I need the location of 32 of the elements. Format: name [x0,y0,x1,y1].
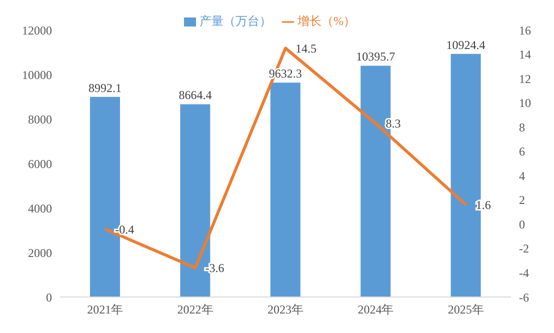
x-tick-label: 2024年 [358,302,394,317]
y2-tick-label: 12 [519,72,531,86]
y-tick-label: 6000 [28,156,52,171]
y2-tick-label: -4 [519,266,529,280]
data-label: 10924.4 [446,38,486,52]
y-tick-label: 0 [46,290,52,304]
y-tick-label: 2000 [28,246,52,260]
y-tick-label: 8000 [28,112,52,126]
y2-tick-label: -6 [519,290,529,304]
x-tick-label: 2021年 [87,302,124,317]
y2-tick-label: 8 [519,120,525,134]
y-tick-label: 12000 [22,23,52,38]
y2-tick-label: 16 [519,23,531,38]
x-tick-label: 2023年 [268,302,304,317]
data-label: 8992.1 [88,80,122,95]
y2-tick-label: 0 [519,217,525,232]
y2-tick-label: 10 [519,96,531,110]
y2-tick-label: -2 [519,242,529,256]
y2-tick-label: 4 [519,168,525,183]
x-tick-label: 2025年 [448,302,484,317]
y2-tick-label: 14 [519,48,531,62]
y-tick-label: 4000 [28,201,52,216]
y2-tick-label: 2 [519,193,525,208]
y-tick-label: 10000 [22,68,52,82]
y2-tick-label: 6 [519,144,525,159]
legend-label: 增长（%） [298,14,356,28]
data-label: 10395.7 [356,50,396,64]
data-label: 8664.4 [178,88,212,102]
bar [270,82,300,297]
legend-label: 产量（万台） [200,14,272,28]
x-tick-label: 2022年 [177,302,214,317]
data-label: 14.5 [296,41,316,56]
